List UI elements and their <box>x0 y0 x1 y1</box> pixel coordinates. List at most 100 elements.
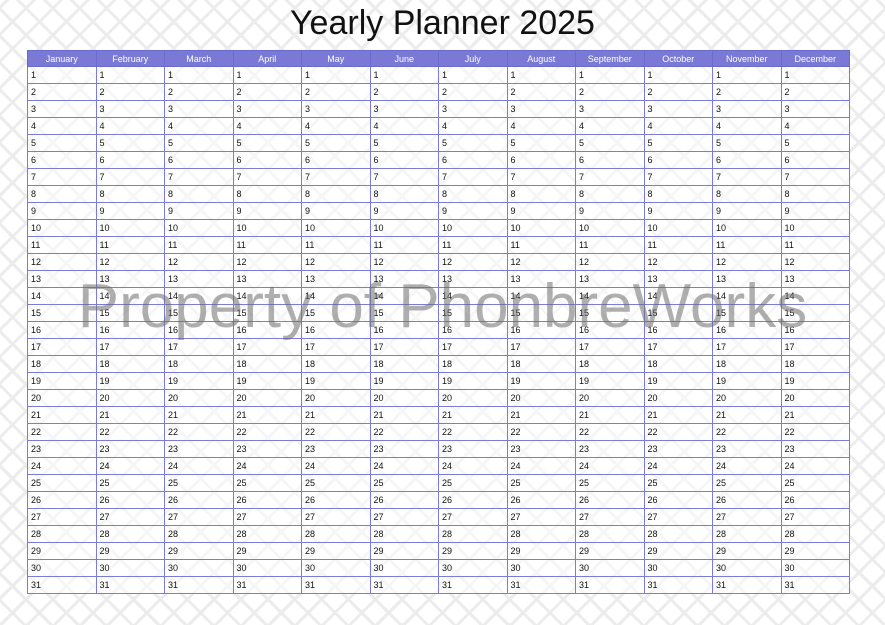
day-cell[interactable]: 30 <box>780 559 850 577</box>
day-cell[interactable]: 6 <box>506 151 576 169</box>
day-cell[interactable]: 19 <box>506 372 576 390</box>
day-cell[interactable]: 1 <box>232 66 302 84</box>
day-cell[interactable]: 31 <box>164 576 234 594</box>
day-cell[interactable]: 23 <box>575 440 645 458</box>
day-cell[interactable]: 24 <box>369 457 439 475</box>
day-cell[interactable]: 27 <box>575 508 645 526</box>
day-cell[interactable]: 28 <box>95 525 165 543</box>
day-cell[interactable]: 31 <box>780 576 850 594</box>
day-cell[interactable]: 12 <box>438 253 508 271</box>
day-cell[interactable]: 17 <box>164 338 234 356</box>
day-cell[interactable]: 19 <box>438 372 508 390</box>
day-cell[interactable]: 28 <box>780 525 850 543</box>
day-cell[interactable]: 9 <box>780 202 850 220</box>
day-cell[interactable]: 30 <box>232 559 302 577</box>
day-cell[interactable]: 27 <box>780 508 850 526</box>
day-cell[interactable]: 10 <box>712 219 782 237</box>
day-cell[interactable]: 6 <box>95 151 165 169</box>
day-cell[interactable]: 3 <box>780 100 850 118</box>
day-cell[interactable]: 27 <box>369 508 439 526</box>
day-cell[interactable]: 11 <box>712 236 782 254</box>
day-cell[interactable]: 22 <box>438 423 508 441</box>
day-cell[interactable]: 4 <box>301 117 371 135</box>
day-cell[interactable]: 14 <box>27 287 97 305</box>
day-cell[interactable]: 12 <box>164 253 234 271</box>
day-cell[interactable]: 15 <box>643 304 713 322</box>
day-cell[interactable]: 25 <box>438 474 508 492</box>
day-cell[interactable]: 18 <box>643 355 713 373</box>
day-cell[interactable]: 12 <box>27 253 97 271</box>
day-cell[interactable]: 10 <box>506 219 576 237</box>
day-cell[interactable]: 8 <box>164 185 234 203</box>
day-cell[interactable]: 27 <box>27 508 97 526</box>
day-cell[interactable]: 22 <box>232 423 302 441</box>
day-cell[interactable]: 21 <box>438 406 508 424</box>
day-cell[interactable]: 28 <box>506 525 576 543</box>
day-cell[interactable]: 7 <box>712 168 782 186</box>
day-cell[interactable]: 28 <box>301 525 371 543</box>
day-cell[interactable]: 14 <box>95 287 165 305</box>
day-cell[interactable]: 16 <box>643 321 713 339</box>
day-cell[interactable]: 14 <box>301 287 371 305</box>
day-cell[interactable]: 2 <box>164 83 234 101</box>
day-cell[interactable]: 10 <box>643 219 713 237</box>
day-cell[interactable]: 28 <box>164 525 234 543</box>
day-cell[interactable]: 24 <box>712 457 782 475</box>
day-cell[interactable]: 1 <box>575 66 645 84</box>
day-cell[interactable]: 31 <box>712 576 782 594</box>
day-cell[interactable]: 7 <box>369 168 439 186</box>
day-cell[interactable]: 11 <box>575 236 645 254</box>
day-cell[interactable]: 17 <box>95 338 165 356</box>
day-cell[interactable]: 25 <box>232 474 302 492</box>
day-cell[interactable]: 1 <box>712 66 782 84</box>
day-cell[interactable]: 21 <box>643 406 713 424</box>
day-cell[interactable]: 2 <box>506 83 576 101</box>
day-cell[interactable]: 27 <box>164 508 234 526</box>
day-cell[interactable]: 5 <box>164 134 234 152</box>
day-cell[interactable]: 6 <box>232 151 302 169</box>
day-cell[interactable]: 10 <box>232 219 302 237</box>
day-cell[interactable]: 25 <box>575 474 645 492</box>
day-cell[interactable]: 31 <box>643 576 713 594</box>
day-cell[interactable]: 15 <box>369 304 439 322</box>
day-cell[interactable]: 2 <box>643 83 713 101</box>
day-cell[interactable]: 17 <box>27 338 97 356</box>
day-cell[interactable]: 5 <box>575 134 645 152</box>
day-cell[interactable]: 19 <box>164 372 234 390</box>
day-cell[interactable]: 30 <box>438 559 508 577</box>
day-cell[interactable]: 1 <box>780 66 850 84</box>
day-cell[interactable]: 31 <box>301 576 371 594</box>
day-cell[interactable]: 12 <box>780 253 850 271</box>
day-cell[interactable]: 17 <box>232 338 302 356</box>
day-cell[interactable]: 30 <box>712 559 782 577</box>
day-cell[interactable]: 11 <box>164 236 234 254</box>
day-cell[interactable]: 12 <box>369 253 439 271</box>
day-cell[interactable]: 20 <box>506 389 576 407</box>
day-cell[interactable]: 31 <box>95 576 165 594</box>
day-cell[interactable]: 14 <box>643 287 713 305</box>
day-cell[interactable]: 10 <box>575 219 645 237</box>
day-cell[interactable]: 28 <box>575 525 645 543</box>
day-cell[interactable]: 8 <box>27 185 97 203</box>
day-cell[interactable]: 23 <box>438 440 508 458</box>
day-cell[interactable]: 24 <box>575 457 645 475</box>
day-cell[interactable]: 16 <box>232 321 302 339</box>
day-cell[interactable]: 30 <box>301 559 371 577</box>
day-cell[interactable]: 26 <box>369 491 439 509</box>
day-cell[interactable]: 24 <box>780 457 850 475</box>
day-cell[interactable]: 12 <box>95 253 165 271</box>
day-cell[interactable]: 3 <box>27 100 97 118</box>
day-cell[interactable]: 3 <box>369 100 439 118</box>
day-cell[interactable]: 28 <box>438 525 508 543</box>
day-cell[interactable]: 21 <box>232 406 302 424</box>
day-cell[interactable]: 17 <box>506 338 576 356</box>
day-cell[interactable]: 26 <box>575 491 645 509</box>
day-cell[interactable]: 22 <box>301 423 371 441</box>
day-cell[interactable]: 6 <box>438 151 508 169</box>
day-cell[interactable]: 18 <box>95 355 165 373</box>
day-cell[interactable]: 4 <box>643 117 713 135</box>
day-cell[interactable]: 25 <box>780 474 850 492</box>
day-cell[interactable]: 3 <box>712 100 782 118</box>
day-cell[interactable]: 4 <box>438 117 508 135</box>
day-cell[interactable]: 12 <box>506 253 576 271</box>
